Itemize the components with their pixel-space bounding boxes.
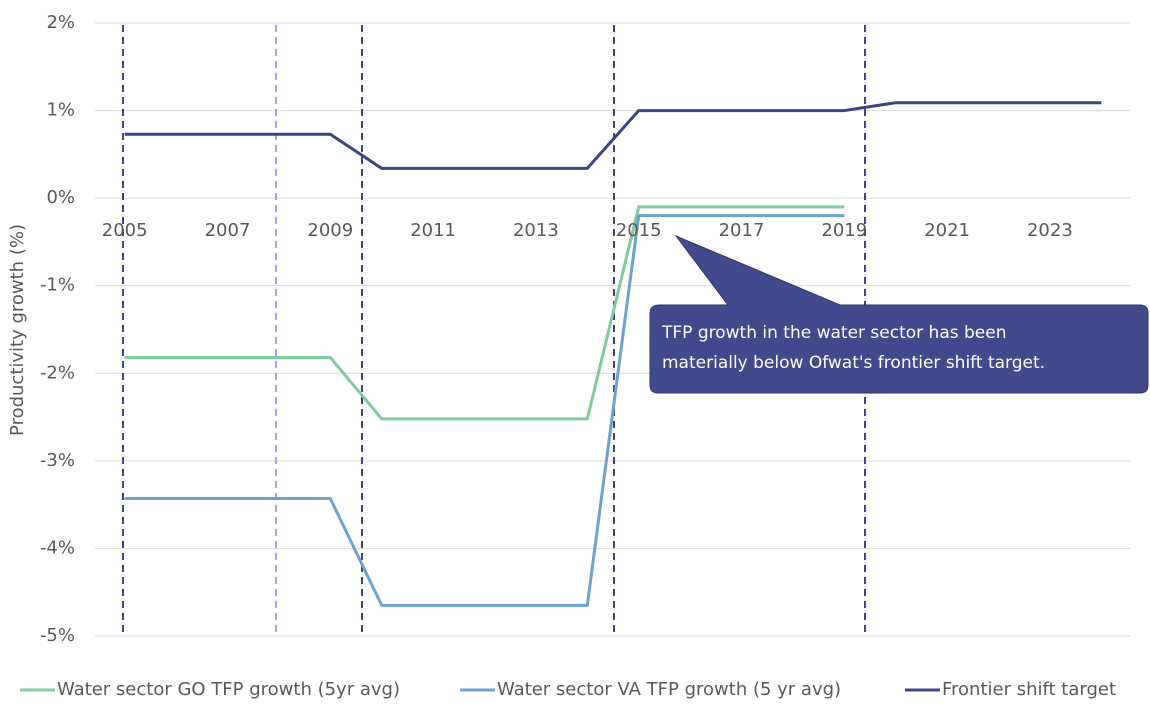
legend-label: Frontier shift target <box>942 679 1116 700</box>
x-tick-label: 2007 <box>205 220 251 241</box>
x-tick-label: 2005 <box>102 220 148 241</box>
series-line <box>124 205 845 421</box>
x-tick-label: 2021 <box>924 220 970 241</box>
x-tick-label: 2023 <box>1027 220 1073 241</box>
x-tick-label: 2017 <box>719 220 765 241</box>
y-tick-label: 0% <box>46 187 75 208</box>
series-line <box>124 214 845 607</box>
y-tick-label: -4% <box>40 537 75 558</box>
legend-label: Water sector GO TFP growth (5yr avg) <box>57 679 400 700</box>
callout: TFP growth in the water sector has been … <box>649 234 1149 394</box>
callout-text: materially below Ofwat's frontier shift … <box>662 353 1045 373</box>
y-tick-label: 1% <box>46 100 75 121</box>
x-tick-label: 2011 <box>410 220 456 241</box>
y-tick-label: -2% <box>40 362 75 383</box>
y-axis-label: Productivity growth (%) <box>7 224 28 436</box>
callout-text: TFP growth in the water sector has been <box>661 323 1006 343</box>
series-line <box>124 101 1102 170</box>
y-tick-label: -5% <box>40 625 75 646</box>
callout-box <box>649 234 1149 394</box>
x-tick-label: 2013 <box>513 220 559 241</box>
y-tick-label: 2% <box>46 12 75 33</box>
y-tick-label: -3% <box>40 450 75 471</box>
x-tick-label: 2009 <box>307 220 353 241</box>
legend-label: Water sector VA TFP growth (5 yr avg) <box>497 679 841 700</box>
x-tick-label: 2019 <box>821 220 867 241</box>
x-tick-label: 2015 <box>616 220 662 241</box>
y-tick-label: -1% <box>40 275 75 296</box>
